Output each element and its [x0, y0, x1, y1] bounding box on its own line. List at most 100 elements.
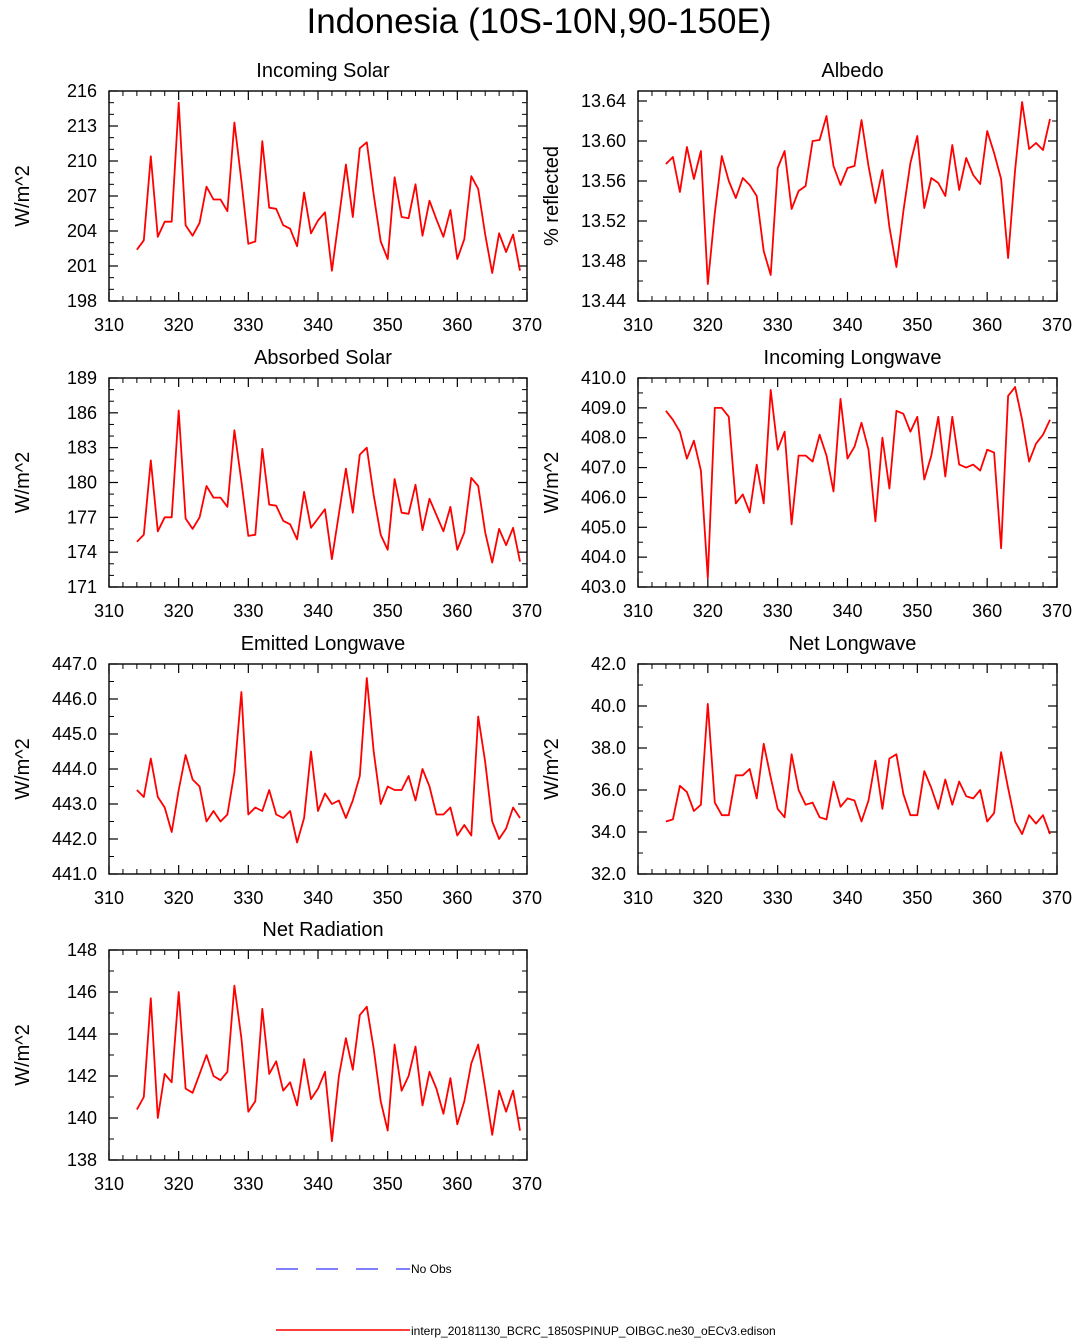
series-line — [665, 386, 1051, 579]
panel-title: Absorbed Solar — [254, 347, 392, 369]
y-tick-label: 447.0 — [52, 654, 97, 674]
y-tick-label: 13.64 — [581, 91, 626, 111]
y-tick-label: 443.0 — [52, 794, 97, 814]
y-tick-label: 406.0 — [581, 487, 626, 507]
x-tick-label: 350 — [373, 888, 403, 908]
panel-title: Net Longwave — [789, 633, 917, 655]
series-line — [665, 101, 1051, 285]
y-tick-label: 13.60 — [581, 131, 626, 151]
x-tick-label: 320 — [693, 888, 723, 908]
y-axis-label: W/m^2 — [12, 165, 34, 227]
y-tick-label: 183 — [67, 438, 97, 458]
x-tick-label: 320 — [164, 601, 194, 621]
y-tick-label: 403.0 — [581, 577, 626, 597]
x-tick-label: 340 — [832, 315, 862, 335]
y-tick-label: 140 — [67, 1108, 97, 1128]
x-tick-label: 310 — [94, 315, 124, 335]
main-title: Indonesia (10S-10N,90-150E) — [306, 2, 772, 41]
y-tick-label: 207 — [67, 186, 97, 206]
x-tick-label: 320 — [164, 315, 194, 335]
chart-panel: 310 320 330 340 350 360 370 32.0 34.0 36.0 38.0 40.… — [541, 633, 1072, 908]
y-tick-label: 180 — [67, 473, 97, 493]
x-tick-label: 330 — [233, 1174, 263, 1194]
x-tick-label: 350 — [902, 601, 932, 621]
y-axis-label: % reflected — [541, 146, 563, 246]
y-tick-label: 13.48 — [581, 251, 626, 271]
y-tick-label: 38.0 — [591, 738, 626, 758]
panel-title: Net Radiation — [262, 919, 383, 941]
y-tick-label: 13.44 — [581, 291, 626, 311]
y-tick-label: 146 — [67, 982, 97, 1002]
chart-panel: 310 320 330 340 350 360 370 13.44 13.48 13.52 13.5… — [541, 60, 1072, 335]
y-tick-label: 409.0 — [581, 398, 626, 418]
panel-title: Emitted Longwave — [241, 633, 406, 655]
y-tick-label: 404.0 — [581, 547, 626, 567]
x-tick-label: 360 — [442, 315, 472, 335]
x-tick-label: 330 — [233, 888, 263, 908]
series-line — [136, 984, 521, 1142]
x-tick-label: 360 — [442, 601, 472, 621]
x-tick-label: 350 — [373, 601, 403, 621]
chart-panel: 310 320 330 340 350 360 370 171 174 177 180 183 186 1… — [12, 347, 542, 621]
x-tick-label: 360 — [972, 888, 1002, 908]
x-tick-label: 340 — [303, 315, 333, 335]
panel-title: Albedo — [821, 60, 883, 82]
x-tick-label: 310 — [623, 315, 653, 335]
chart-panel: 310 320 330 340 350 360 370 198 201 204 207 210 213 2… — [12, 60, 542, 335]
series-line — [136, 409, 521, 564]
y-tick-label: 405.0 — [581, 517, 626, 537]
x-tick-label: 350 — [373, 1174, 403, 1194]
x-tick-label: 350 — [902, 888, 932, 908]
x-tick-label: 370 — [1042, 315, 1072, 335]
x-tick-label: 340 — [832, 601, 862, 621]
x-tick-label: 340 — [832, 888, 862, 908]
x-tick-label: 320 — [164, 888, 194, 908]
y-tick-label: 445.0 — [52, 724, 97, 744]
y-tick-label: 32.0 — [591, 864, 626, 884]
x-tick-label: 310 — [94, 888, 124, 908]
panel-title: Incoming Longwave — [764, 347, 942, 369]
x-tick-label: 350 — [902, 315, 932, 335]
y-axis-label: W/m^2 — [12, 738, 34, 800]
y-tick-label: 446.0 — [52, 689, 97, 709]
x-tick-label: 320 — [164, 1174, 194, 1194]
legend-obs-label: No Obs — [411, 1262, 452, 1276]
x-tick-label: 310 — [94, 601, 124, 621]
plot-frame — [108, 663, 528, 875]
y-tick-label: 204 — [67, 221, 97, 241]
series-line — [136, 677, 521, 844]
legend-model-line-sample — [276, 1329, 410, 1331]
legend-obs-line-sample — [276, 1268, 410, 1270]
chart-panel: 310 320 330 340 350 360 370 403.0 404.0 405.0 406.… — [541, 347, 1072, 621]
y-tick-label: 444.0 — [52, 759, 97, 779]
x-tick-label: 330 — [233, 601, 263, 621]
y-tick-label: 174 — [67, 542, 97, 562]
y-tick-label: 189 — [67, 368, 97, 388]
x-tick-label: 360 — [972, 315, 1002, 335]
y-tick-label: 177 — [67, 507, 97, 527]
x-tick-label: 340 — [303, 601, 333, 621]
y-tick-label: 441.0 — [52, 864, 97, 884]
x-tick-label: 370 — [1042, 888, 1072, 908]
x-tick-label: 310 — [623, 888, 653, 908]
y-tick-label: 198 — [67, 291, 97, 311]
x-tick-label: 370 — [512, 888, 542, 908]
y-tick-label: 42.0 — [591, 654, 626, 674]
y-tick-label: 36.0 — [591, 780, 626, 800]
x-tick-label: 310 — [94, 1174, 124, 1194]
x-tick-label: 360 — [442, 1174, 472, 1194]
chart-panel: 310 320 330 340 350 360 370 441.0 442.0 443.0 444.… — [12, 633, 542, 908]
plot-frame — [108, 90, 528, 302]
y-tick-label: 138 — [67, 1150, 97, 1170]
plot-frame — [108, 949, 528, 1161]
x-tick-label: 360 — [442, 888, 472, 908]
y-tick-label: 148 — [67, 940, 97, 960]
panel-title: Incoming Solar — [256, 60, 390, 82]
x-tick-label: 320 — [693, 315, 723, 335]
y-tick-label: 407.0 — [581, 458, 626, 478]
x-tick-label: 370 — [512, 1174, 542, 1194]
series-line — [136, 101, 521, 274]
y-tick-label: 40.0 — [591, 696, 626, 716]
legend-model-label: interp_20181130_BCRC_1850SPINUP_OIBGC.ne… — [411, 1324, 776, 1338]
